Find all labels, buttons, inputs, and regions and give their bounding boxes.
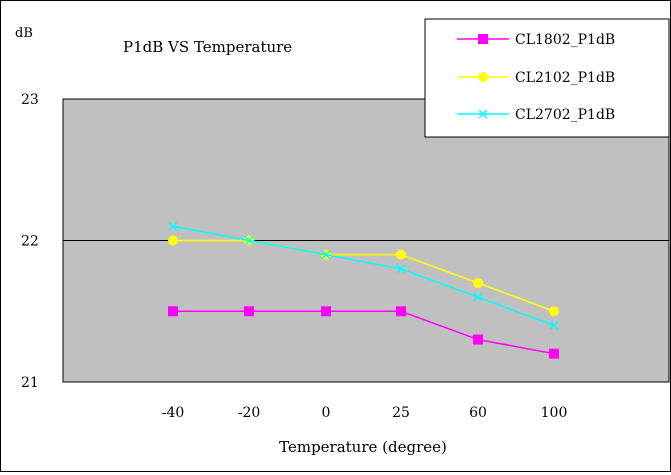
data-point-stroke [168,221,178,231]
data-point [549,306,559,317]
series-line-CL1802_P1dB [173,310,555,355]
y-axis-ticks: 21 22 23 [21,92,39,391]
data-point-stroke [244,235,254,246]
data-point-stroke [396,264,406,274]
data-point [396,249,406,260]
legend: CL1802_P1dB CL2102_P1dB CL2702_P1dB [457,32,615,123]
legend-item: CL2702_P1dB [457,107,615,123]
data-point [168,306,178,317]
x-tick-label: -40 [162,405,185,421]
data-point [549,348,559,359]
data-point-stroke [321,250,331,260]
legend-label: CL2102_P1dB [515,70,615,86]
data-point-stroke [473,292,483,302]
data-point [244,306,254,317]
series-line-CL2702_P1dB [172,225,555,327]
legend-marker [478,34,488,44]
y-axis-label: dB [15,26,33,41]
y-tick-label: 21 [21,375,39,391]
x-tick-label: 100 [541,405,568,421]
data-point [549,320,559,330]
x-tick-label: 25 [392,405,410,421]
data-point [244,235,254,246]
series-group [168,221,559,359]
data-point [473,292,483,302]
series-line-CL2102_P1dB [173,239,555,312]
chart-title: P1dB VS Temperature [123,38,292,56]
y-tick-label: 22 [21,234,39,250]
x-axis-label: Temperature (degree) [279,438,447,456]
data-point [168,221,178,231]
x-tick-label: 0 [322,405,331,421]
legend-marker [478,109,488,119]
data-point [321,306,331,317]
legend-item: CL2102_P1dB [457,70,615,86]
x-tick-label: 60 [469,405,487,421]
legend-marker [478,72,488,82]
data-point [168,235,178,246]
series-CL2702_P1dB [168,221,559,330]
x-tick-label: -20 [238,405,261,421]
y-tick-label: 23 [21,92,39,108]
data-point [396,306,406,317]
legend-item: CL1802_P1dB [457,32,615,48]
legend-label: CL2702_P1dB [515,107,615,123]
data-point [396,264,406,274]
legend-marker-stroke [478,109,488,119]
legend-label: CL1802_P1dB [515,32,615,48]
data-point [321,250,331,260]
data-point [473,277,483,288]
data-point [473,334,483,345]
data-point-stroke [549,320,559,330]
series-CL1802_P1dB [168,306,559,359]
x-axis-ticks: -40 -20 0 25 60 100 [162,405,568,421]
